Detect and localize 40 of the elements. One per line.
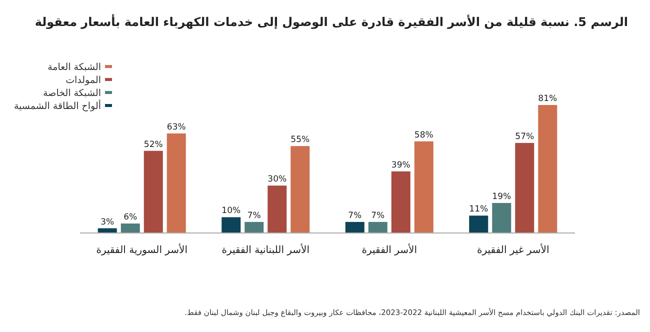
data-label: 11% <box>469 204 488 215</box>
bar <box>345 222 364 233</box>
bar <box>391 171 410 233</box>
x-tick-label: الأسر اللبنانية الفقيرة <box>222 243 310 256</box>
legend-label: الشبكة العامة <box>48 62 101 73</box>
legend-label: ألواح الطاقة الشمسية <box>14 99 102 112</box>
data-label: 55% <box>290 135 310 146</box>
bar <box>222 217 241 233</box>
data-label: 58% <box>414 130 434 140</box>
bar <box>368 222 388 233</box>
data-label: 7% <box>348 210 362 221</box>
data-label: 19% <box>492 192 512 202</box>
data-label: 3% <box>100 217 114 228</box>
x-tick-label: الأسر السورية الفقيرة <box>96 243 188 256</box>
data-label: 52% <box>144 140 163 150</box>
legend-label: المولدات <box>66 75 101 86</box>
bar <box>290 146 310 233</box>
chart-title: الرسم 5. نسبة قليلة من الأسر الفقيرة قادرة على الوصول إلى خدمات الكهرباء العامة بأسعار معقولة <box>34 14 628 29</box>
bar <box>414 141 434 233</box>
x-tick-label: الأسر غير الفقيرة <box>477 243 550 256</box>
data-label: 10% <box>222 206 241 216</box>
data-label: 30% <box>268 174 287 185</box>
bar <box>492 202 512 233</box>
bar <box>166 133 186 233</box>
data-label: 7% <box>371 210 385 221</box>
data-label: 7% <box>247 210 261 221</box>
bar <box>469 216 488 233</box>
data-label: 81% <box>538 94 558 104</box>
data-label: 63% <box>166 122 186 132</box>
bar <box>244 222 264 233</box>
bar <box>268 186 287 233</box>
bar <box>515 142 534 233</box>
x-tick-label: الأسر الفقيرة <box>362 243 418 256</box>
bar <box>120 224 140 233</box>
bar <box>538 105 558 233</box>
bar <box>144 150 163 233</box>
data-label: 39% <box>391 160 410 170</box>
legend-label: الشبكة الخاصة <box>43 88 101 99</box>
data-label: 57% <box>515 132 534 142</box>
data-label: 6% <box>124 212 138 223</box>
